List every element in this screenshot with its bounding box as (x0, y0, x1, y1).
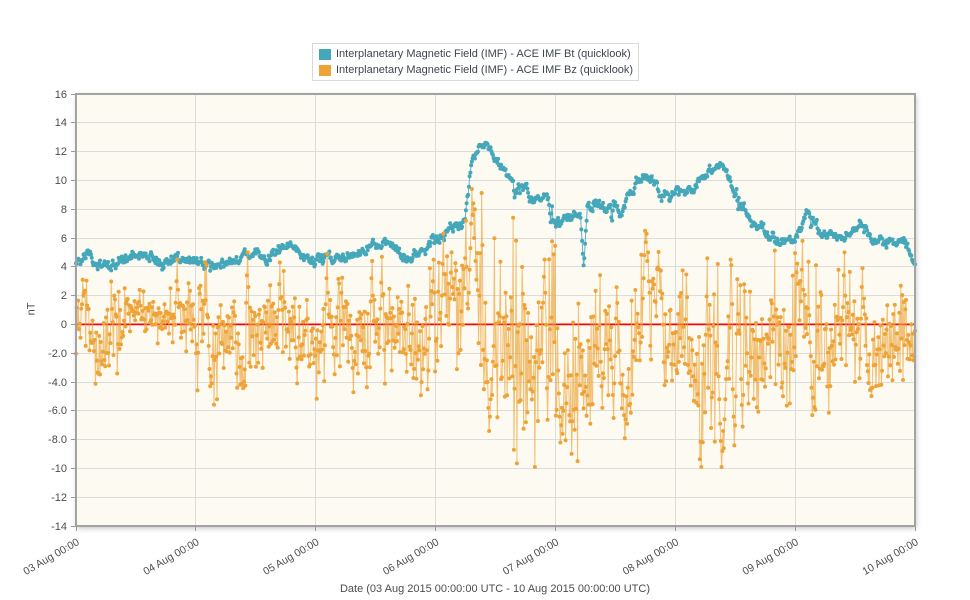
svg-text:-6.0: -6.0 (48, 405, 67, 417)
svg-text:-14: -14 (51, 521, 67, 533)
svg-text:10: 10 (55, 175, 67, 187)
svg-text:12: 12 (55, 146, 67, 158)
svg-text:-8.0: -8.0 (48, 434, 67, 446)
svg-text:05 Aug 00:00: 05 Aug 00:00 (261, 536, 321, 578)
svg-text:6: 6 (61, 233, 67, 245)
svg-text:16: 16 (55, 89, 67, 101)
svg-text:2: 2 (61, 290, 67, 302)
svg-text:03 Aug 00:00: 03 Aug 00:00 (21, 536, 81, 578)
svg-text:14: 14 (55, 117, 67, 129)
svg-text:08 Aug 00:00: 08 Aug 00:00 (621, 536, 681, 578)
svg-text:10 Aug 00:00: 10 Aug 00:00 (860, 536, 920, 578)
svg-text:07 Aug 00:00: 07 Aug 00:00 (501, 536, 561, 578)
svg-text:-4.0: -4.0 (48, 377, 67, 389)
svg-text:-12: -12 (51, 492, 67, 504)
svg-text:4: 4 (61, 261, 67, 273)
svg-text:-2.0: -2.0 (48, 348, 67, 360)
svg-text:8: 8 (61, 204, 67, 216)
svg-text:Date (03 Aug 2015 00:00:00 UTC: Date (03 Aug 2015 00:00:00 UTC - 10 Aug … (340, 583, 650, 595)
svg-text:04 Aug 00:00: 04 Aug 00:00 (141, 536, 201, 578)
svg-text:nT: nT (26, 302, 38, 315)
svg-text:06 Aug 00:00: 06 Aug 00:00 (381, 536, 441, 578)
svg-text:09 Aug 00:00: 09 Aug 00:00 (741, 536, 801, 578)
svg-text:-10: -10 (51, 463, 67, 475)
svg-text:0: 0 (61, 319, 67, 331)
